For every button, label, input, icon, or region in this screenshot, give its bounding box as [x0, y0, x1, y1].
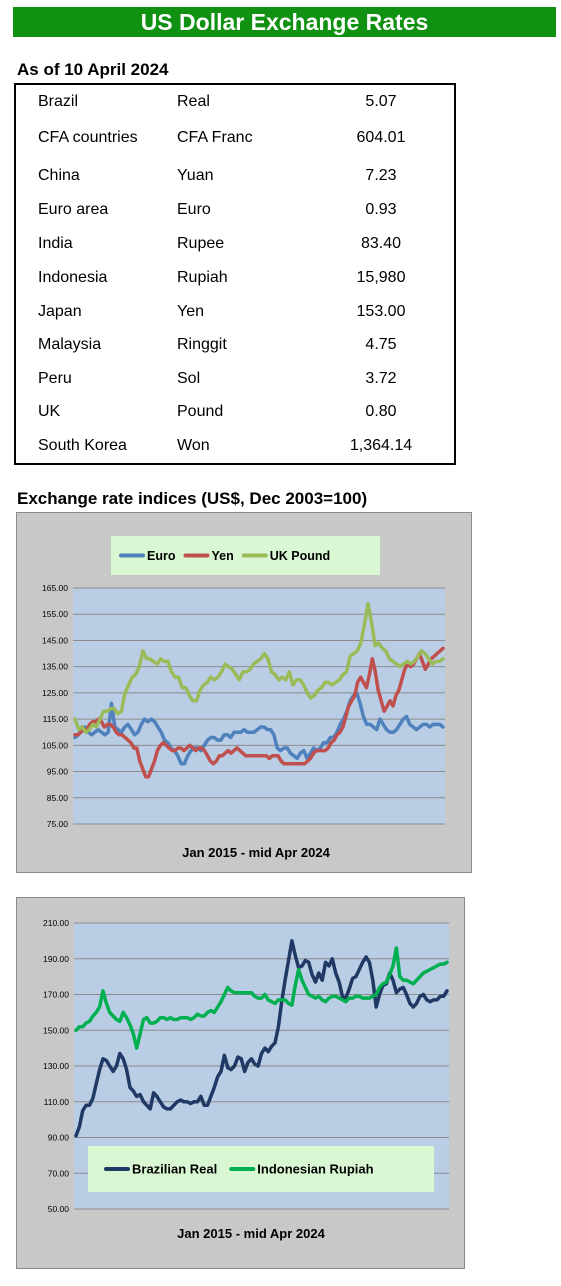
table-row: Brazil Real 5.07 — [16, 93, 454, 117]
legend-label: UK Pound — [270, 549, 330, 563]
currency-cell: CFA Franc — [177, 129, 253, 146]
currency-cell: Yuan — [177, 167, 214, 184]
legend-label: Euro — [147, 549, 176, 563]
country-cell: CFA countries — [38, 129, 138, 146]
country-cell: UK — [38, 403, 61, 420]
currency-cell: Won — [177, 437, 210, 454]
y-tick-label: 125.00 — [42, 688, 68, 698]
table-row: Peru Sol 3.72 — [16, 370, 454, 394]
y-tick-label: 70.00 — [48, 1168, 70, 1178]
rate-value-cell: 604.01 — [356, 129, 406, 146]
currency-cell: Ringgit — [177, 336, 227, 353]
currency-cell: Sol — [177, 370, 201, 387]
y-tick-label: 165.00 — [42, 583, 68, 593]
currency-cell: Euro — [177, 201, 211, 218]
chart-emerging-currencies: 50.00 70.00 90.00 110.00 130.00 150.00 170.00 1… — [16, 897, 465, 1269]
rate-value-cell: 5.07 — [365, 93, 397, 110]
plot-area — [73, 588, 445, 824]
currency-cell: Pound — [177, 403, 224, 420]
rates-title: As of 10 April 2024 — [17, 60, 169, 79]
series-line-indonesian-rupiah — [74, 946, 449, 1050]
y-tick-label: 105.00 — [42, 740, 68, 750]
currency-cell: Rupiah — [177, 269, 228, 286]
rate-value-cell: 3.72 — [365, 370, 397, 387]
rate-value-cell: 7.23 — [365, 167, 397, 184]
legend-box — [88, 1146, 434, 1192]
y-tick-label: 155.00 — [42, 609, 68, 619]
rate-value-cell: 15,980 — [356, 269, 406, 286]
table-row: UK Pound 0.80 — [16, 403, 454, 427]
rate-value-cell: 153.00 — [356, 303, 406, 320]
country-cell: Japan — [38, 303, 82, 320]
x-axis-label: Jan 2015 - mid Apr 2024 — [177, 1226, 325, 1241]
y-tick-label: 50.00 — [48, 1204, 70, 1214]
rate-value-cell: 4.75 — [365, 336, 397, 353]
y-tick-label: 115.00 — [43, 714, 69, 724]
country-cell: South Korea — [38, 437, 127, 454]
rate-value-cell: 0.93 — [365, 201, 397, 218]
chart-major-currencies-svg: 75.00 85.00 95.00 105.00 115.00 125.00 135.00 1… — [42, 536, 445, 860]
indices-title: Exchange rate indices (US$, Dec 2003=100… — [17, 489, 368, 508]
chart-emerging-currencies-svg: 50.00 70.00 90.00 110.00 130.00 150.00 170.00 1… — [43, 918, 449, 1241]
y-tick-label: 90.00 — [48, 1133, 70, 1143]
currency-cell: Yen — [177, 303, 204, 320]
country-cell: India — [38, 235, 73, 252]
legend-label: Brazilian Real — [132, 1162, 217, 1177]
country-cell: China — [38, 167, 80, 184]
table-row: South Korea Won 1,364.14 — [16, 437, 454, 461]
y-tick-label: 95.00 — [47, 767, 69, 777]
page-banner: US Dollar Exchange Rates — [13, 7, 556, 37]
rate-value-cell: 0.80 — [365, 403, 397, 420]
table-row: Malaysia Ringgit 4.75 — [16, 336, 454, 360]
y-tick-label: 130.00 — [43, 1061, 69, 1071]
table-row: Japan Yen 153.00 — [16, 303, 454, 327]
country-cell: Brazil — [38, 93, 79, 110]
y-tick-label: 135.00 — [42, 662, 68, 672]
y-tick-label: 145.00 — [42, 635, 68, 645]
y-tick-label: 85.00 — [47, 793, 69, 803]
table-row: Euro area Euro 0.93 — [16, 201, 454, 225]
chart-major-currencies: 75.00 85.00 95.00 105.00 115.00 125.00 135.00 1… — [16, 512, 472, 873]
x-axis-label: Jan 2015 - mid Apr 2024 — [182, 845, 330, 860]
exchange-rates-table: Brazil Real 5.07 CFA countries CFA Franc 604.… — [14, 83, 456, 465]
country-cell: Indonesia — [38, 269, 108, 286]
y-tick-label: 190.00 — [43, 954, 69, 964]
table-row: CFA countries CFA Franc 604.01 — [16, 129, 454, 153]
currency-cell: Real — [177, 93, 210, 110]
country-cell: Malaysia — [38, 336, 102, 353]
y-tick-label: 110.00 — [44, 1097, 70, 1107]
table-row: China Yuan 7.23 — [16, 167, 454, 191]
legend-label: Yen — [211, 549, 233, 563]
series-line-yen — [73, 646, 445, 779]
table-row: Indonesia Rupiah 15,980 — [16, 269, 454, 293]
rate-value-cell: 83.40 — [360, 235, 402, 252]
country-cell: Peru — [38, 370, 72, 387]
y-tick-label: 210.00 — [43, 918, 69, 928]
series-line-euro — [73, 691, 445, 766]
rate-value-cell: 1,364.14 — [349, 437, 413, 454]
y-tick-label: 170.00 — [43, 990, 69, 1000]
y-tick-label: 150.00 — [43, 1025, 69, 1035]
legend-label: Indonesian Rupiah — [257, 1162, 373, 1177]
currency-cell: Rupee — [177, 235, 225, 252]
y-tick-label: 75.00 — [47, 819, 69, 829]
series-line-uk-pound — [73, 601, 445, 734]
table-row: India Rupee 83.40 — [16, 235, 454, 259]
country-cell: Euro area — [38, 201, 109, 218]
